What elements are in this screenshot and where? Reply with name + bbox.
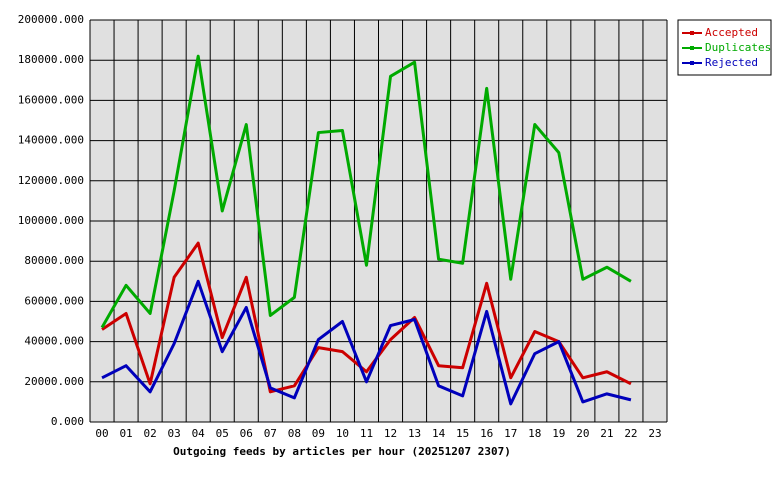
x-tick-label: 17	[504, 427, 517, 440]
x-tick-label: 09	[312, 427, 325, 440]
y-tick-label: 100000.000	[18, 214, 84, 227]
legend-marker	[690, 31, 694, 35]
legend-label: Accepted	[705, 26, 758, 39]
series-line	[101, 279, 632, 406]
y-tick-label: 180000.000	[18, 53, 84, 66]
x-tick-label: 19	[552, 427, 565, 440]
x-tick-label: 21	[600, 427, 613, 440]
x-tick-label: 07	[264, 427, 277, 440]
x-tick-label: 02	[143, 427, 156, 440]
x-tick-label: 10	[336, 427, 349, 440]
x-axis-label: Outgoing feeds by articles per hour (202…	[173, 445, 511, 458]
y-tick-label: 120000.000	[18, 174, 84, 187]
x-tick-label: 01	[119, 427, 132, 440]
legend-label: Duplicates	[705, 41, 771, 54]
x-tick-label: 15	[456, 427, 469, 440]
x-tick-label: 04	[192, 427, 206, 440]
x-tick-label: 16	[480, 427, 493, 440]
y-tick-label: 200000.000	[18, 13, 84, 26]
x-tick-label: 20	[576, 427, 589, 440]
x-tick-label: 14	[432, 427, 446, 440]
series-line	[100, 54, 632, 329]
x-tick-label: 18	[528, 427, 541, 440]
x-tick-label: 22	[624, 427, 637, 440]
legend-label: Rejected	[705, 56, 758, 69]
x-tick-label: 23	[648, 427, 661, 440]
x-tick-label: 08	[288, 427, 301, 440]
x-tick-label: 03	[168, 427, 181, 440]
y-tick-label: 140000.000	[18, 134, 84, 147]
x-tick-label: 13	[408, 427, 421, 440]
y-tick-label: 160000.000	[18, 93, 84, 106]
series-line	[101, 241, 632, 394]
legend-marker	[690, 61, 694, 65]
x-tick-label: 06	[240, 427, 253, 440]
y-tick-label: 60000.000	[24, 294, 84, 307]
x-tick-label: 00	[95, 427, 108, 440]
y-tick-label: 40000.000	[24, 335, 84, 348]
x-tick-label: 12	[384, 427, 397, 440]
y-tick-label: 20000.000	[24, 375, 84, 388]
legend-marker	[690, 46, 694, 50]
y-tick-label: 80000.000	[24, 254, 84, 267]
x-tick-label: 11	[360, 427, 373, 440]
y-tick-label: 0.000	[51, 415, 84, 428]
x-tick-label: 05	[216, 427, 229, 440]
